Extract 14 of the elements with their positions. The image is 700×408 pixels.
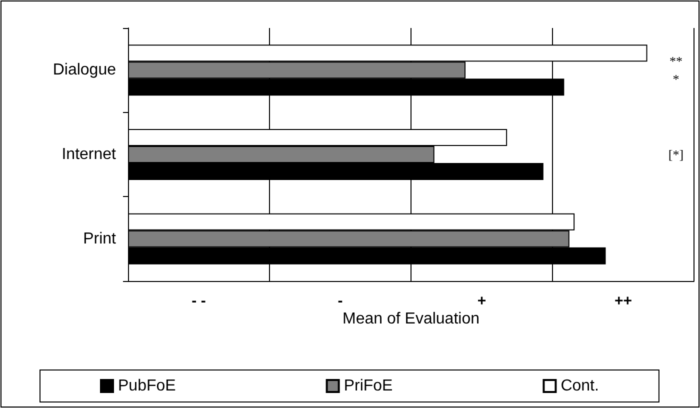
text: + [477,292,486,310]
y-tick-label: Dialogue [52,62,116,79]
legend-label: Cont. [560,378,599,394]
y-tick-label: Print [83,230,117,248]
x-axis-title: Mean of Evaluation [342,310,480,328]
legend-label: PubFoE [118,378,176,394]
text: - - [192,292,206,310]
text: ++ [614,292,632,310]
y-tick-label: Internet [62,146,117,163]
text: * [672,72,680,87]
text: - [338,292,343,310]
text: [*] [668,147,684,162]
text: ** [670,54,682,69]
legend-label: PriFoE [344,378,393,394]
